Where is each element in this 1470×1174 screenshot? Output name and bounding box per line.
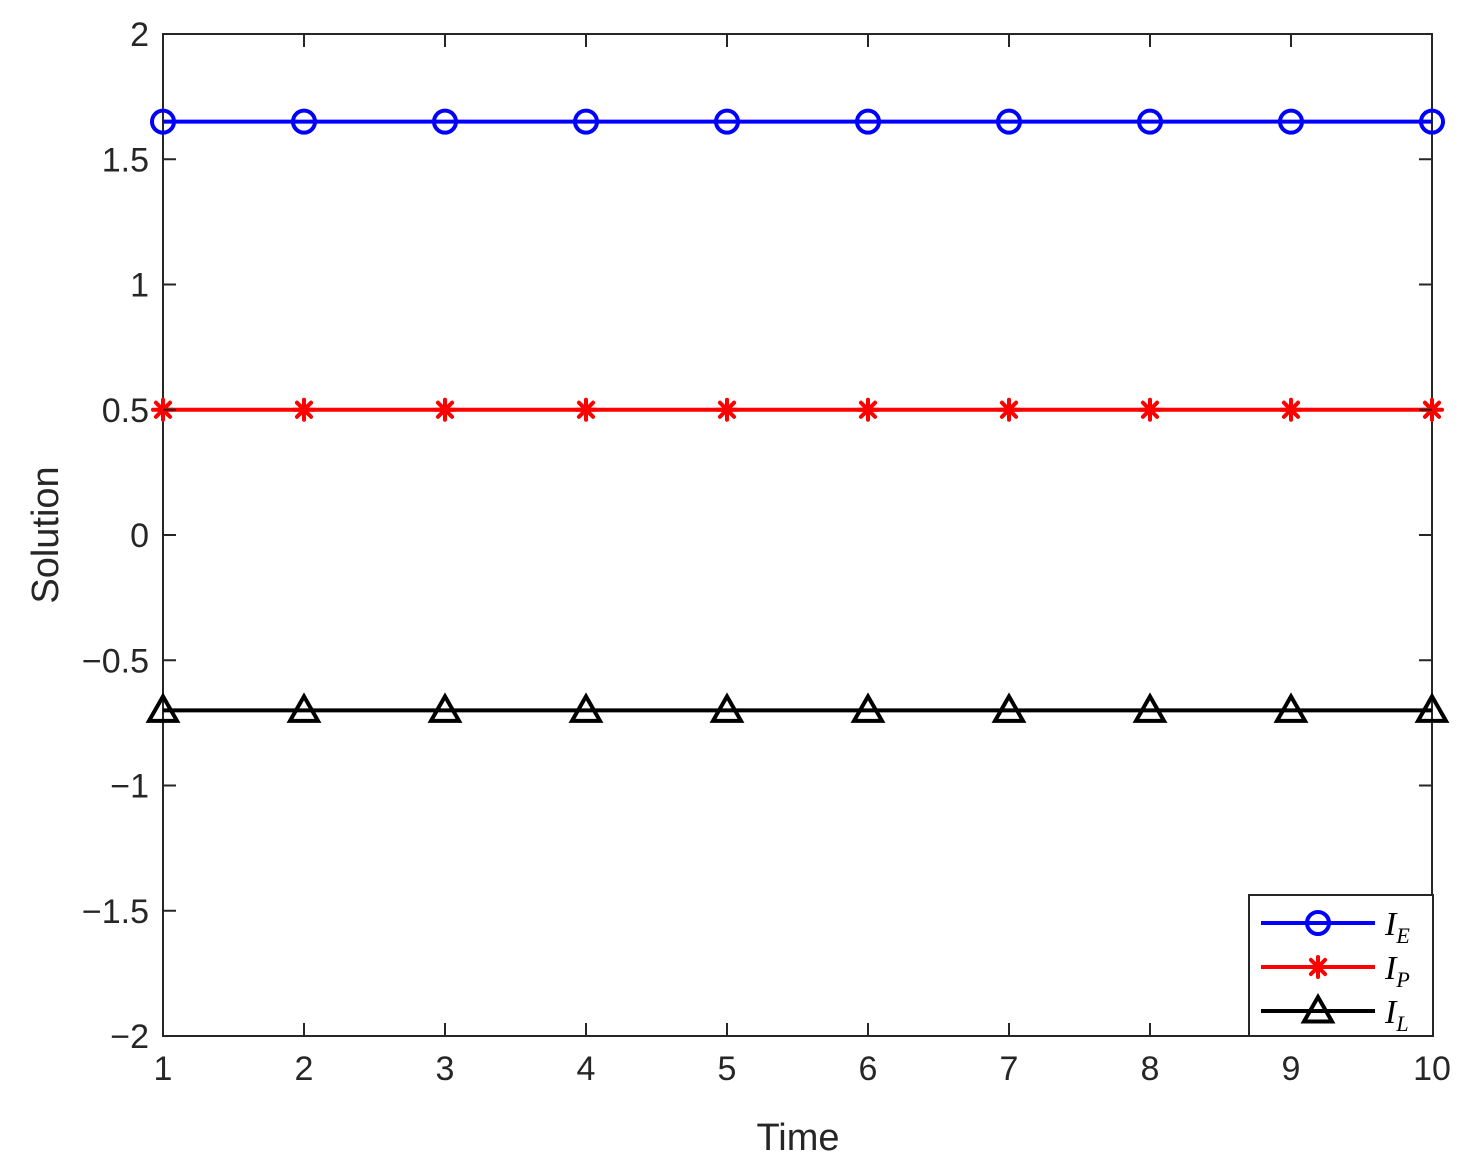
- circle-marker: [291, 108, 317, 135]
- y-tick-label: 1.5: [102, 141, 149, 179]
- asterisk-marker: [1138, 397, 1162, 422]
- x-tick-label: 6: [859, 1050, 878, 1088]
- x-tick-label: 1: [154, 1050, 173, 1088]
- series-p: [151, 397, 1444, 422]
- asterisk-marker: [574, 397, 598, 422]
- tick-labels: 1 2 3 4 5 6 7 8 9 10 −2 −1.5 −1 −0.5 0 0.5 1 1.5 2: [82, 16, 1451, 1088]
- circle-marker: [1419, 108, 1445, 135]
- circle-marker: [432, 108, 458, 135]
- asterisk-marker: [715, 397, 739, 422]
- triangle-marker: [1273, 692, 1309, 723]
- asterisk-marker: [292, 397, 316, 422]
- y-tick-label: 1: [130, 267, 149, 305]
- legend-label: IP: [1384, 950, 1410, 992]
- y-tick-label: 0: [130, 517, 149, 555]
- x-tick-label: 10: [1413, 1050, 1451, 1088]
- asterisk-marker: [433, 397, 457, 422]
- triangle-marker: [1300, 992, 1336, 1024]
- series-e: [150, 108, 1445, 135]
- series-l: [145, 692, 1450, 723]
- circle-marker: [573, 108, 599, 135]
- x-tick-label: 2: [295, 1050, 314, 1088]
- y-tick-label: 2: [130, 16, 149, 54]
- circle-marker: [996, 108, 1022, 135]
- legend-label: IE: [1384, 906, 1410, 948]
- axes-box: [162, 33, 1433, 1037]
- y-tick-label: −1: [110, 768, 149, 806]
- legend-entry: IE: [1261, 906, 1410, 948]
- triangle-marker: [850, 692, 886, 723]
- y-tick-label: −0.5: [82, 642, 149, 680]
- circle-marker: [1305, 910, 1331, 936]
- triangle-marker: [1414, 692, 1450, 723]
- asterisk-marker: [1279, 397, 1303, 422]
- legend-entry: IL: [1261, 992, 1409, 1036]
- triangle-marker: [1132, 692, 1168, 723]
- triangle-marker: [286, 692, 322, 723]
- x-tick-label: 5: [718, 1050, 737, 1088]
- x-tick-label: 7: [1000, 1050, 1019, 1088]
- legend-entry: IP: [1261, 950, 1410, 992]
- plot-area: [162, 33, 1433, 1037]
- y-tick-label: 0.5: [102, 392, 149, 430]
- asterisk-marker: [997, 397, 1021, 422]
- legend-label: IL: [1384, 994, 1409, 1036]
- x-tick-label: 4: [577, 1050, 596, 1088]
- triangle-marker: [709, 692, 745, 723]
- series-layer: [145, 108, 1450, 723]
- asterisk-marker: [856, 397, 880, 422]
- triangle-marker: [427, 692, 463, 723]
- x-axis-label: Time: [756, 1117, 839, 1159]
- x-tick-label: 8: [1141, 1050, 1160, 1088]
- y-tick-label: −1.5: [82, 893, 149, 931]
- triangle-marker: [991, 692, 1027, 723]
- circle-marker: [150, 108, 176, 135]
- y-axis-label: Solution: [25, 466, 67, 603]
- circle-marker: [1137, 108, 1163, 135]
- y-tick-label: −2: [110, 1018, 149, 1056]
- x-tick-label: 3: [436, 1050, 455, 1088]
- circle-marker: [855, 108, 881, 135]
- asterisk-marker: [1306, 955, 1330, 979]
- circle-marker: [714, 108, 740, 135]
- triangle-marker: [145, 692, 181, 723]
- x-tick-label: 9: [1282, 1050, 1301, 1088]
- triangle-marker: [568, 692, 604, 723]
- circle-marker: [1278, 108, 1304, 135]
